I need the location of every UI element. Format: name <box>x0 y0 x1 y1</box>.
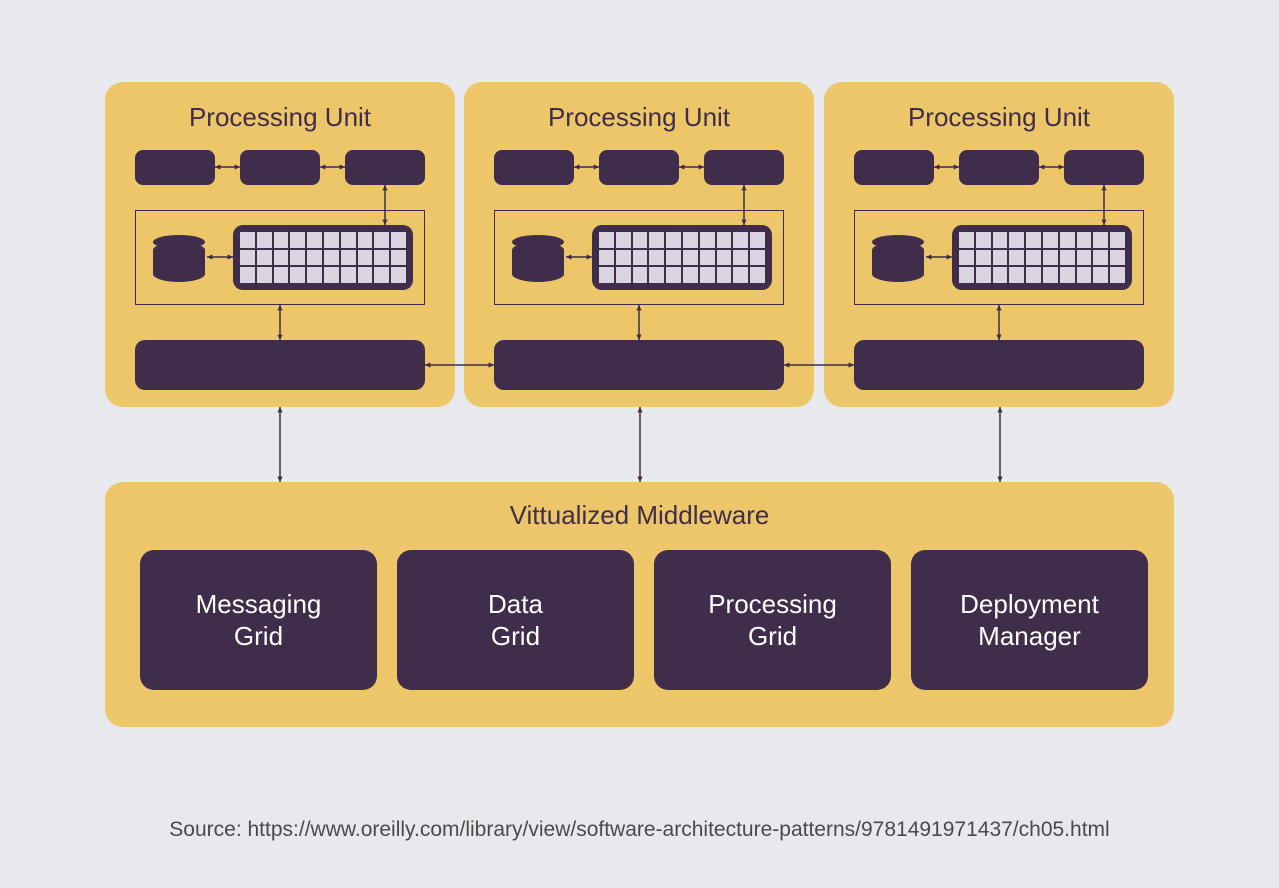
middleware-box-label: Grid <box>234 621 283 651</box>
processing-unit-panel-2: Processing Unit <box>824 82 1174 407</box>
middleware-box-label: Grid <box>491 621 540 651</box>
processing-unit-title: Processing Unit <box>464 102 814 133</box>
module-box-2 <box>1064 150 1144 185</box>
module-box-1 <box>959 150 1039 185</box>
replication-engine-box <box>494 340 784 390</box>
module-box-1 <box>240 150 320 185</box>
database-cylinder-icon <box>872 242 924 282</box>
processing-unit-title: Processing Unit <box>105 102 455 133</box>
replication-engine-box <box>854 340 1144 390</box>
memory-grid <box>592 225 772 290</box>
processing-unit-panel-0: Processing Unit <box>105 82 455 407</box>
replication-engine-box <box>135 340 425 390</box>
module-box-2 <box>704 150 784 185</box>
module-box-0 <box>854 150 934 185</box>
database-cylinder-icon <box>153 242 205 282</box>
middleware-box-2: ProcessingGrid <box>654 550 891 690</box>
middleware-title: Vittualized Middleware <box>105 500 1174 531</box>
processing-unit-title: Processing Unit <box>824 102 1174 133</box>
processing-unit-panel-1: Processing Unit <box>464 82 814 407</box>
middleware-box-label: Data <box>488 589 543 619</box>
middleware-panel: Vittualized MiddlewareMessagingGridDataG… <box>105 482 1174 727</box>
middleware-box-1: DataGrid <box>397 550 634 690</box>
middleware-box-label: Manager <box>978 621 1081 651</box>
memory-grid <box>233 225 413 290</box>
middleware-box-label: Messaging <box>196 589 322 619</box>
middleware-box-label: Grid <box>748 621 797 651</box>
module-box-1 <box>599 150 679 185</box>
database-cylinder-icon <box>512 242 564 282</box>
middleware-box-label: Processing <box>708 589 837 619</box>
module-box-0 <box>135 150 215 185</box>
memory-grid <box>952 225 1132 290</box>
diagram-canvas: Processing Unit Processing Unit Processing… <box>0 0 1279 888</box>
middleware-box-0: MessagingGrid <box>140 550 377 690</box>
module-box-0 <box>494 150 574 185</box>
source-citation: Source: https://www.oreilly.com/library/… <box>0 818 1279 842</box>
middleware-box-3: DeploymentManager <box>911 550 1148 690</box>
middleware-box-label: Deployment <box>960 589 1099 619</box>
module-box-2 <box>345 150 425 185</box>
